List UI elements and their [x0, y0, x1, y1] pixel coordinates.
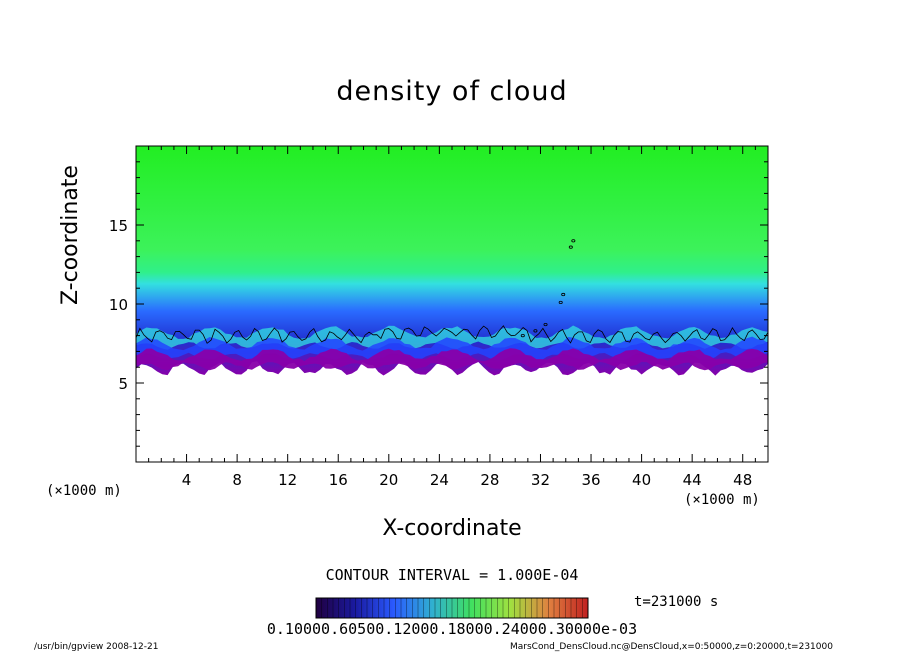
y-axis-label: Z-coordinate: [58, 165, 83, 305]
y-tick-label: 10: [109, 296, 128, 314]
x-tick-label: 4: [182, 471, 192, 489]
x-tick-label: 8: [232, 471, 242, 489]
x-unit-left: (×1000 m): [46, 483, 122, 499]
x-tick-label: 16: [329, 471, 348, 489]
x-tick-label: 28: [480, 471, 499, 489]
density-band: [136, 348, 768, 371]
x-tick-label: 12: [278, 471, 297, 489]
footer-right: MarsCond_DensCloud.nc@DensCloud,x=0:5000…: [510, 642, 833, 652]
x-tick-label: 24: [430, 471, 449, 489]
density-band: [136, 336, 768, 361]
contour-speck: [571, 239, 576, 243]
x-unit-right: (×1000 m): [684, 492, 760, 508]
contour-speck: [533, 329, 538, 333]
x-tick-label: 32: [531, 471, 550, 489]
x-tick-label: 44: [683, 471, 702, 489]
x-tick-label: 36: [581, 471, 600, 489]
y-tick-label: 15: [109, 217, 128, 235]
contour-interval-label: CONTOUR INTERVAL = 1.000E-04: [325, 566, 579, 584]
x-tick-label: 48: [733, 471, 752, 489]
colorbar-tick-labels: 0.10000.60500.12000.18000.24000.30000e-0…: [266, 620, 638, 638]
x-tick-label: 40: [632, 471, 651, 489]
cloud-density-field: [136, 146, 768, 376]
contour-line: [135, 325, 769, 344]
contour-speck: [520, 333, 525, 338]
contour-speck: [568, 245, 573, 249]
x-axis-label: X-coordinate: [382, 516, 522, 541]
y-tick-label: 5: [118, 375, 128, 393]
chart-title: density of cloud: [336, 76, 568, 107]
time-label: t=231000 s: [634, 594, 719, 610]
contour-speck: [561, 292, 566, 297]
x-tick-label: 20: [379, 471, 398, 489]
footer-left: /usr/bin/gpview 2008-12-21: [34, 642, 159, 652]
contour-speck: [543, 322, 548, 327]
contour-speck: [558, 300, 563, 305]
density-band: [136, 325, 768, 350]
